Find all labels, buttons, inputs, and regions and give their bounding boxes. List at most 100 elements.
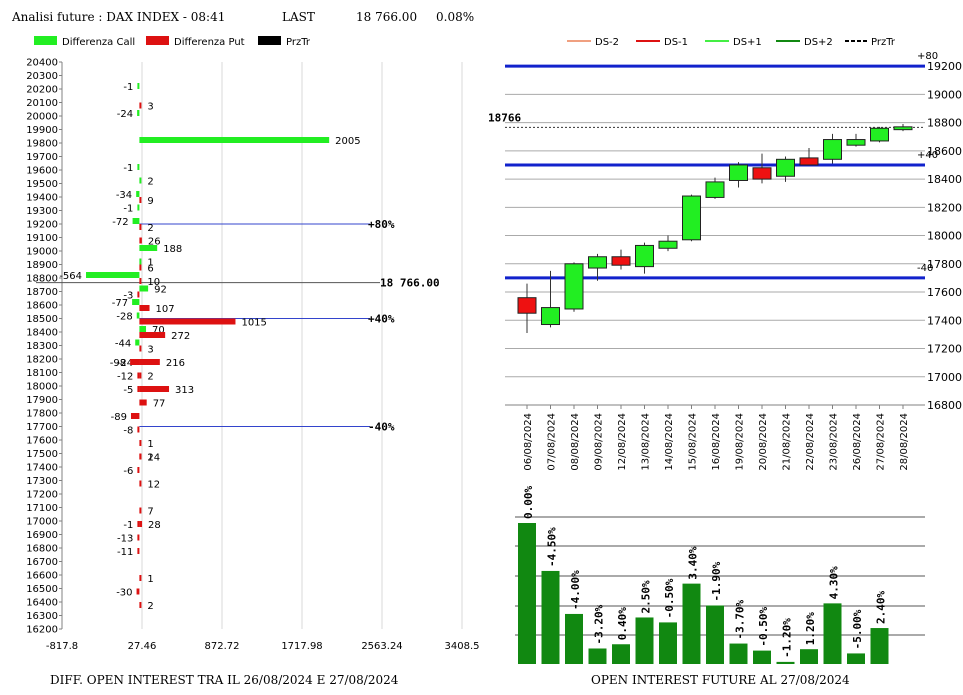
y-tick-label: 17400 bbox=[927, 314, 962, 327]
y-tick-label: 16700 bbox=[26, 557, 58, 568]
oi-bar-label: 2.40% bbox=[875, 591, 888, 624]
oi-bar bbox=[518, 523, 536, 664]
legend-label-ds-minus-2: DS-2 bbox=[595, 37, 619, 48]
oi-bar-label: -0.50% bbox=[757, 606, 770, 646]
put-bar bbox=[139, 440, 142, 446]
put-bar bbox=[130, 413, 140, 419]
put-bar bbox=[139, 386, 170, 392]
oi-bar bbox=[823, 603, 842, 664]
bar-value-label: 1 bbox=[147, 258, 153, 269]
y-tick-label: 16300 bbox=[26, 611, 58, 622]
put-bar bbox=[139, 197, 142, 203]
bar-value-label: -28 bbox=[116, 312, 132, 323]
x-tick-label: 08/08/2024 bbox=[570, 413, 581, 471]
bar-value-label: -89 bbox=[111, 412, 127, 423]
header-last-label: LAST bbox=[282, 10, 315, 24]
y-tick-label: 17200 bbox=[927, 343, 962, 356]
bar-value-label: 9 bbox=[147, 196, 153, 207]
candle-up bbox=[635, 244, 654, 268]
x-tick-label: 26/08/2024 bbox=[852, 413, 863, 471]
oi-bar-label: 3.40% bbox=[687, 546, 700, 579]
oi-bar-label: -5.00% bbox=[851, 609, 864, 649]
oi-bar-label: -4.00% bbox=[569, 570, 582, 610]
x-tick-label: 21/08/2024 bbox=[782, 413, 793, 471]
candle-up bbox=[705, 181, 725, 198]
x-tick-label: 22/08/2024 bbox=[805, 413, 816, 471]
x-tick-label: 20/08/2024 bbox=[758, 413, 769, 471]
left-legend: Differenza Call Differenza Put PrzTr bbox=[34, 36, 311, 48]
oi-bar bbox=[729, 643, 748, 664]
bar-value-label: -98 bbox=[110, 358, 126, 369]
bar-value-label: -8 bbox=[123, 426, 133, 437]
put-bar bbox=[139, 521, 143, 527]
candle-up bbox=[776, 158, 795, 177]
y-tick-label: 17400 bbox=[26, 463, 58, 474]
oi-bar bbox=[847, 653, 865, 664]
oi-bar-label: 0.00% bbox=[522, 486, 535, 519]
legend-label-ds-plus-2: DS+2 bbox=[804, 37, 833, 48]
bar-value-label: -77 bbox=[112, 298, 128, 309]
x-tick-label: 2563.24 bbox=[361, 641, 402, 652]
call-bar bbox=[137, 204, 140, 211]
candle-down bbox=[611, 256, 631, 266]
y-tick-label: 19600 bbox=[26, 166, 58, 177]
bar-value-label: 2 bbox=[147, 372, 153, 383]
put-bar bbox=[130, 359, 140, 365]
x-tick-label: 14/08/2024 bbox=[664, 413, 675, 471]
legend-label-ds-plus-1: DS+1 bbox=[733, 37, 762, 48]
call-bar bbox=[139, 285, 149, 292]
y-tick-label: 16500 bbox=[26, 584, 58, 595]
candle-down bbox=[799, 157, 819, 166]
x-tick-label: 23/08/2024 bbox=[829, 413, 840, 471]
put-bar bbox=[139, 102, 142, 109]
bar-value-label: -24 bbox=[117, 109, 133, 120]
y-tick-label: 17500 bbox=[26, 449, 58, 460]
legend-label-ds-minus-1: DS-1 bbox=[664, 37, 688, 48]
oi-bar bbox=[565, 613, 583, 664]
oi-bar bbox=[635, 617, 654, 664]
y-tick-label: 18000 bbox=[927, 230, 962, 243]
ds-label: -40 bbox=[917, 263, 933, 274]
y-tick-label: 17600 bbox=[927, 286, 962, 299]
y-tick-label: 18400 bbox=[26, 328, 58, 339]
x-tick-label: 1717.98 bbox=[281, 641, 322, 652]
call-bar bbox=[139, 177, 142, 184]
oi-bar-label: 1.20% bbox=[804, 612, 817, 645]
y-tick-label: 16600 bbox=[26, 571, 58, 582]
footer-right-title: OPEN INTEREST FUTURE AL 27/08/2024 bbox=[591, 673, 850, 687]
price-label: 18766 bbox=[488, 111, 521, 124]
bar-value-label: 3 bbox=[147, 102, 153, 113]
bar-value-label: -11 bbox=[117, 547, 133, 558]
candle-up bbox=[682, 195, 701, 241]
y-tick-label: 19000 bbox=[26, 247, 58, 258]
x-tick-label: 09/08/2024 bbox=[594, 413, 605, 471]
bar-value-label: -12 bbox=[117, 372, 133, 383]
legend-swatch-put bbox=[146, 36, 169, 45]
bar-value-label: -564 bbox=[59, 271, 82, 282]
legend-label-prztr-right: PrzTr bbox=[871, 37, 896, 48]
x-tick-label: 07/08/2024 bbox=[547, 413, 558, 471]
x-tick-label: 15/08/2024 bbox=[688, 413, 699, 471]
legend-label-prztr: PrzTr bbox=[286, 37, 311, 48]
open-interest-diff-chart: -817.8 27.46 872.72 1717.98 2563.24 3408.5 204… bbox=[26, 58, 479, 653]
x-tick-label: 12/08/2024 bbox=[617, 413, 628, 471]
call-bar bbox=[139, 245, 158, 251]
bar-value-label: 2 bbox=[147, 177, 153, 188]
y-tick-label: 19500 bbox=[26, 179, 58, 190]
call-bar bbox=[86, 272, 140, 278]
y-tick-label: 17000 bbox=[927, 371, 962, 384]
oi-bar-label: -4.50% bbox=[546, 527, 559, 567]
bar-value-label: 107 bbox=[156, 304, 175, 315]
call-bar bbox=[136, 312, 140, 319]
bar-value-label: 272 bbox=[171, 331, 190, 342]
y-tick-label: 20200 bbox=[26, 85, 58, 96]
y-tick-label: 18400 bbox=[927, 173, 962, 186]
x-tick-label: -817.8 bbox=[46, 641, 78, 652]
y-tick-label: 20100 bbox=[26, 98, 58, 109]
candlestick-chart: 16800 17000 17200 17400 17600 17800 18000 18200… bbox=[488, 51, 962, 471]
bar-value-label: 28 bbox=[148, 520, 161, 531]
bar-value-label: 2 bbox=[147, 453, 153, 464]
y-tick-label: 20000 bbox=[26, 112, 58, 123]
bar-value-label: 1 bbox=[147, 439, 153, 450]
open-interest-future-chart: 0.00% -4.50% -4.00% -3.20% 0.40% 2.50% -0.50% 3… bbox=[515, 486, 925, 664]
